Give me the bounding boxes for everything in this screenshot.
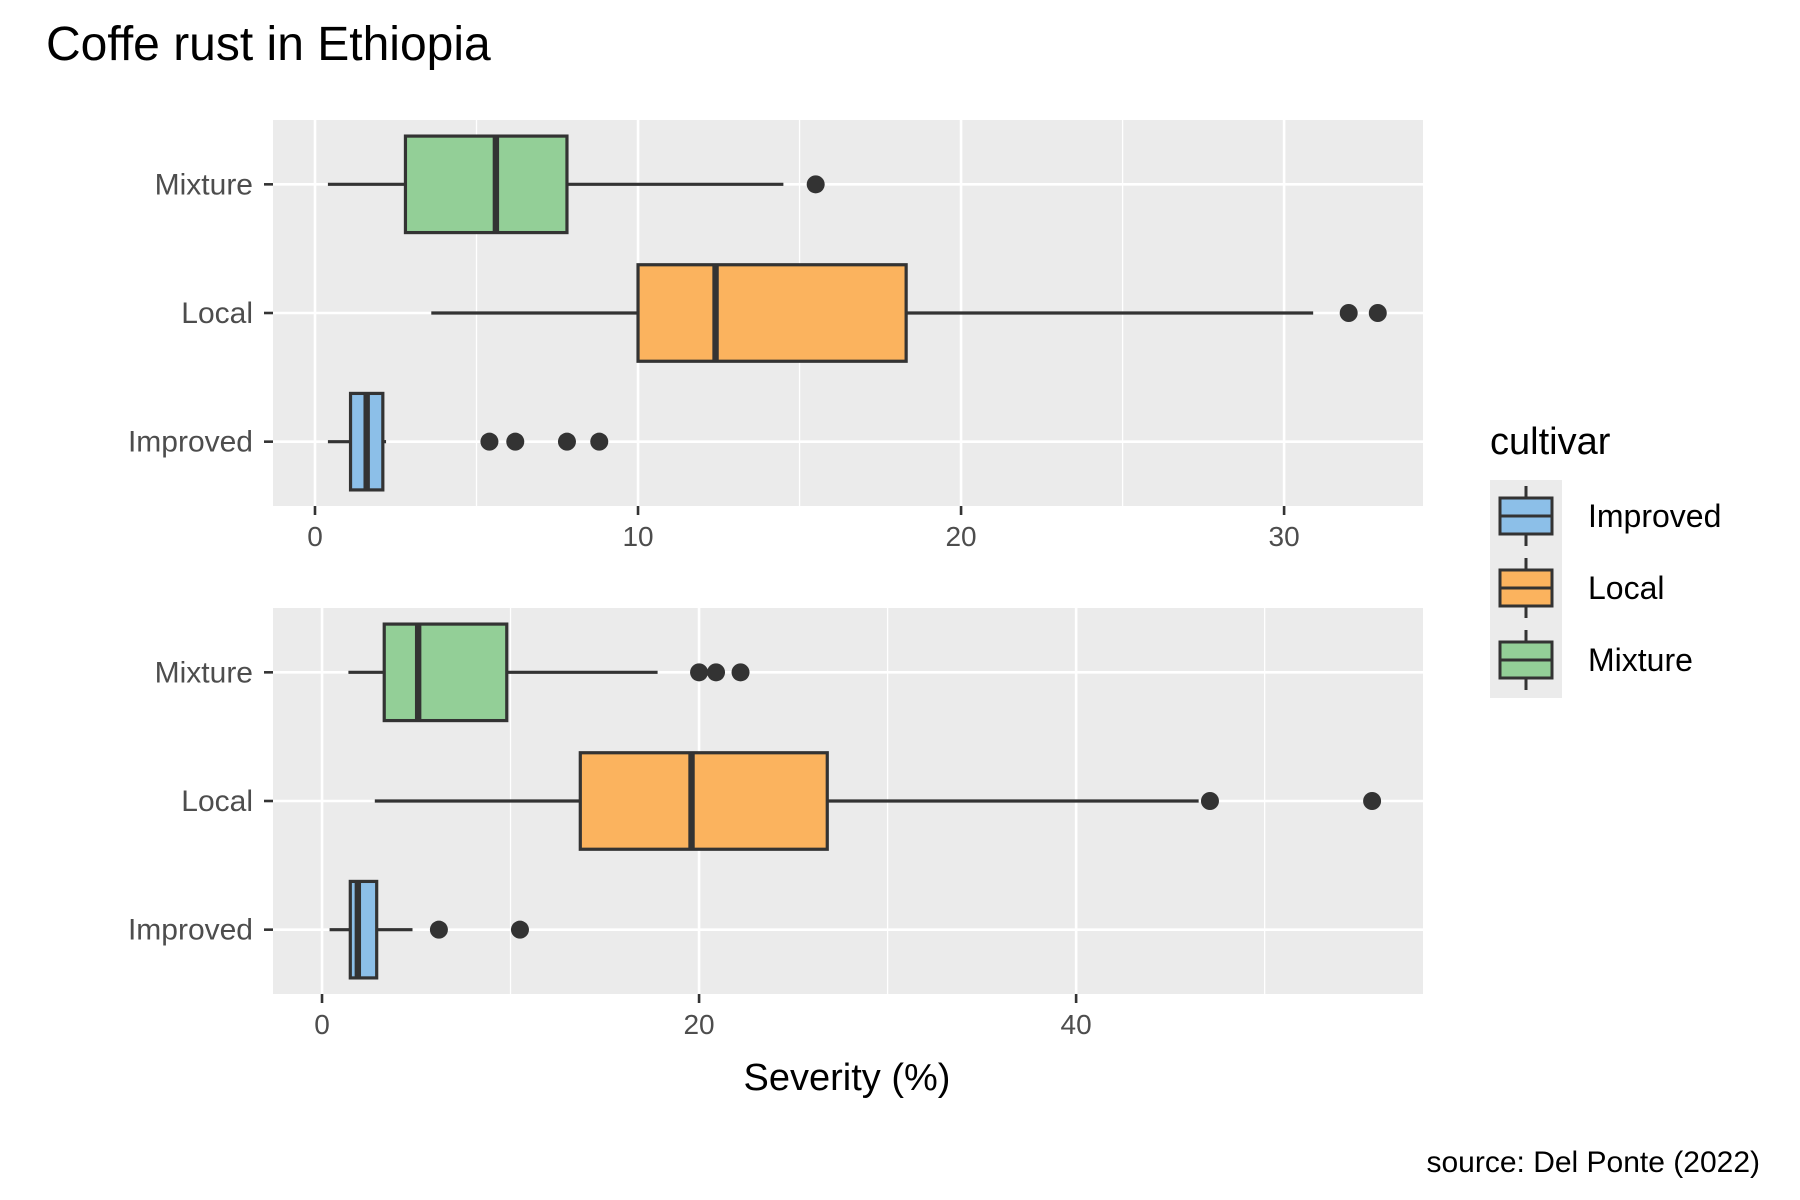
outlier-point — [731, 663, 750, 682]
x-tick-label: 0 — [307, 521, 323, 552]
outlier-point — [506, 432, 525, 451]
y-tick-label: Mixture — [155, 656, 253, 689]
x-tick-label: 10 — [622, 521, 653, 552]
x-tick-label: 0 — [314, 1009, 330, 1040]
legend-item-mixture: Mixture — [1498, 630, 1693, 690]
legend-label: Mixture — [1588, 642, 1693, 678]
box-iqr — [403, 134, 569, 235]
legend-item-improved: Improved — [1498, 486, 1721, 546]
outlier-point — [1363, 792, 1382, 810]
box-improved — [329, 879, 529, 980]
box-iqr — [636, 263, 908, 363]
x-tick-label: 30 — [1269, 521, 1300, 552]
y-tick-label: Improved — [128, 914, 253, 947]
legend-item-local: Local — [1498, 558, 1665, 618]
x-axis-title: Severity (%) — [744, 1057, 951, 1099]
caption: source: Del Ponte (2022) — [1426, 1146, 1760, 1179]
y-tick-label: Local — [181, 297, 253, 330]
box-iqr — [382, 622, 509, 723]
x-tick-label: 40 — [1061, 1009, 1092, 1040]
outlier-point — [690, 663, 709, 682]
box-mixture — [327, 134, 825, 235]
outlier-point — [707, 663, 726, 682]
outlier-point — [510, 920, 529, 939]
legend: cultivar Improved Local Mixture — [1490, 421, 1721, 698]
legend-title: cultivar — [1490, 421, 1611, 463]
outlier-point — [1339, 304, 1358, 322]
outlier-point — [590, 432, 609, 451]
top-panel: Improved Local Mixture 0 10 20 30 — [128, 120, 1423, 552]
outlier-point — [1368, 304, 1387, 322]
box-iqr — [578, 751, 829, 851]
outlier-point — [557, 432, 576, 451]
box-iqr — [348, 879, 379, 980]
box-local — [431, 263, 1387, 363]
y-tick-label: Improved — [128, 426, 253, 459]
y-tick-label: Local — [181, 785, 253, 818]
box-local — [374, 751, 1382, 851]
bottom-panel: Improved Local Mixture 0 20 40 — [128, 608, 1423, 1040]
box-improved — [327, 391, 609, 492]
outlier-point — [806, 175, 825, 194]
outlier-point — [480, 432, 499, 451]
outlier-point — [429, 920, 448, 939]
y-tick-label: Mixture — [155, 168, 253, 201]
legend-label: Improved — [1588, 498, 1721, 534]
x-tick-label: 20 — [683, 1009, 714, 1040]
x-tick-label: 20 — [945, 521, 976, 552]
outlier-point — [1200, 792, 1219, 810]
legend-label: Local — [1588, 570, 1665, 606]
box-mixture — [348, 622, 750, 723]
chart-title: Coffe rust in Ethiopia — [46, 18, 491, 71]
